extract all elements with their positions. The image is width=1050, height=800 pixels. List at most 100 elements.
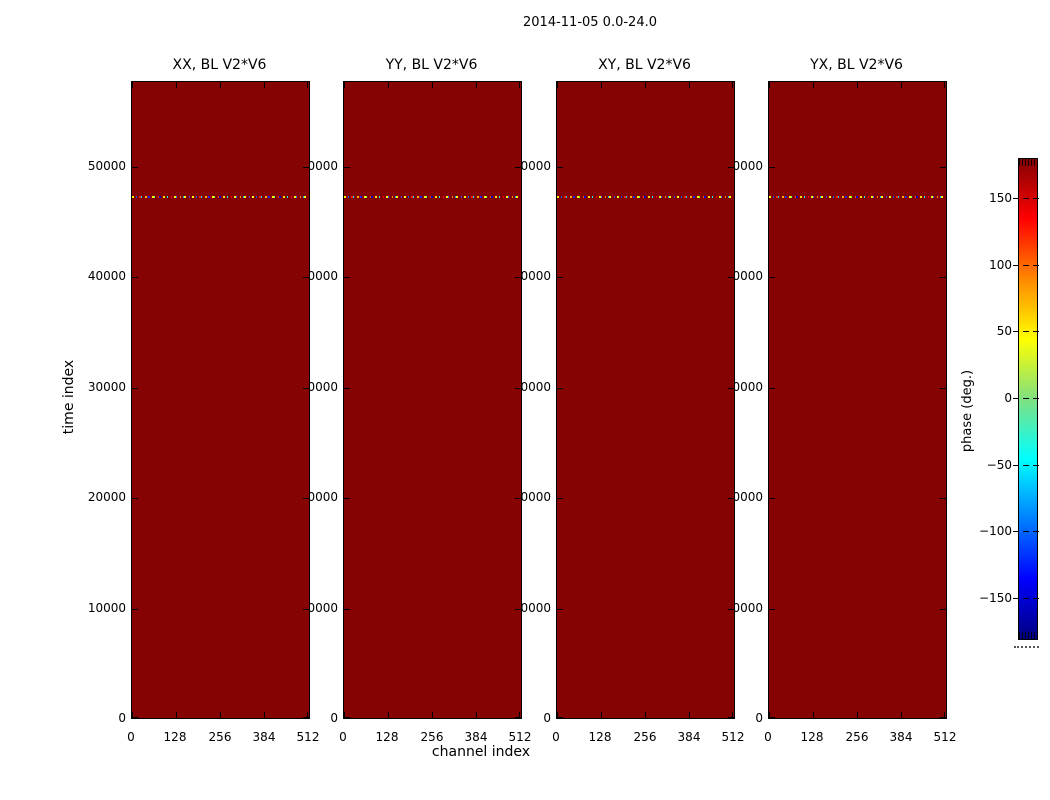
x-tick-mark: [307, 712, 308, 718]
x-tick-mark: [388, 82, 389, 88]
y-tick-mark: [515, 388, 521, 389]
x-tick-mark: [519, 712, 520, 718]
y-tick-mark: [344, 277, 350, 278]
x-tick-mark: [476, 82, 477, 88]
y-tick-mark: [940, 498, 946, 499]
y-tick-label: 0: [330, 711, 338, 725]
y-tick-label: 0: [543, 711, 551, 725]
x-tick-label: 128: [588, 730, 612, 744]
x-tick-mark: [132, 82, 133, 88]
x-tick-mark: [432, 712, 433, 718]
y-tick-mark: [940, 717, 946, 718]
panel-title-2: YY, BL V2*V6: [385, 57, 478, 73]
x-tick-mark: [769, 712, 770, 718]
colorbar-tick-label: 50: [996, 324, 1012, 338]
panel-title-1: XX, BL V2*V6: [172, 57, 267, 73]
noise-row: [344, 196, 521, 198]
y-tick-label: 50000: [512, 159, 551, 173]
y-tick-mark: [769, 388, 775, 389]
y-tick-label: 10000: [87, 601, 126, 615]
colorbar-label: phase (deg.): [960, 369, 975, 453]
y-tick-mark: [303, 609, 309, 610]
y-tick-mark: [344, 388, 350, 389]
x-tick-mark: [601, 82, 602, 88]
y-tick-mark: [769, 277, 775, 278]
y-tick-label: 10000: [512, 601, 551, 615]
x-tick-mark: [476, 712, 477, 718]
x-tick-mark: [432, 82, 433, 88]
x-tick-mark: [901, 712, 902, 718]
heatmap-panel-4: [768, 81, 947, 719]
x-tick-label: 0: [127, 730, 135, 744]
y-tick-mark: [728, 388, 734, 389]
y-tick-mark: [769, 609, 775, 610]
y-tick-mark: [769, 167, 775, 168]
x-tick-mark: [519, 82, 520, 88]
x-tick-label: 256: [633, 730, 657, 744]
y-tick-mark: [728, 498, 734, 499]
x-tick-label: 512: [296, 730, 320, 744]
x-tick-label: 256: [845, 730, 869, 744]
x-tick-mark: [689, 82, 690, 88]
x-tick-mark: [220, 82, 221, 88]
x-tick-mark: [732, 712, 733, 718]
x-tick-mark: [307, 82, 308, 88]
colorbar-tick-label: −100: [979, 524, 1012, 538]
x-tick-label: 0: [552, 730, 560, 744]
y-tick-mark: [940, 609, 946, 610]
y-tick-mark: [515, 717, 521, 718]
x-tick-mark: [176, 712, 177, 718]
x-tick-label: 128: [375, 730, 399, 744]
x-tick-mark: [901, 82, 902, 88]
x-tick-label: 384: [464, 730, 488, 744]
x-tick-label: 0: [339, 730, 347, 744]
y-tick-label: 30000: [512, 380, 551, 394]
x-tick-label: 256: [208, 730, 232, 744]
noise-row: [769, 196, 946, 198]
y-tick-mark: [344, 498, 350, 499]
x-axis-label: channel index: [431, 744, 531, 760]
x-tick-label: 128: [800, 730, 824, 744]
x-tick-mark: [944, 712, 945, 718]
x-tick-mark: [264, 82, 265, 88]
x-tick-mark: [689, 712, 690, 718]
x-tick-mark: [388, 712, 389, 718]
y-tick-mark: [940, 388, 946, 389]
y-tick-mark: [557, 167, 563, 168]
y-tick-mark: [515, 609, 521, 610]
x-tick-label: 384: [889, 730, 913, 744]
x-tick-mark: [857, 712, 858, 718]
y-tick-mark: [940, 167, 946, 168]
y-tick-mark: [132, 609, 138, 610]
y-tick-mark: [728, 277, 734, 278]
colorbar-tick-mark: [1013, 265, 1041, 266]
x-tick-mark: [344, 712, 345, 718]
colorbar: [1018, 158, 1038, 640]
y-axis-label: time index: [61, 359, 77, 435]
panel-title-3: XY, BL V2*V6: [598, 57, 691, 73]
x-tick-mark: [557, 82, 558, 88]
x-tick-mark: [132, 712, 133, 718]
y-tick-mark: [515, 498, 521, 499]
x-tick-mark: [732, 82, 733, 88]
x-tick-mark: [857, 82, 858, 88]
colorbar-tick-label: 0: [1004, 391, 1012, 405]
x-tick-label: 256: [420, 730, 444, 744]
heatmap-panel-1: [131, 81, 310, 719]
heatmap-panel-3: [556, 81, 735, 719]
y-tick-mark: [940, 277, 946, 278]
y-tick-mark: [344, 167, 350, 168]
x-tick-mark: [944, 82, 945, 88]
colorbar-tick-label: 100: [989, 258, 1012, 272]
y-tick-mark: [557, 277, 563, 278]
colorbar-tick-label: 150: [989, 191, 1012, 205]
x-tick-mark: [344, 82, 345, 88]
y-tick-label: 30000: [87, 380, 126, 394]
x-tick-mark: [813, 82, 814, 88]
colorbar-tick-mark: [1013, 598, 1041, 599]
y-tick-mark: [303, 167, 309, 168]
colorbar-tick-mark: [1013, 331, 1041, 332]
y-tick-label: 0: [755, 711, 763, 725]
colorbar-dotted-underline: [1014, 646, 1039, 648]
figure-title: 2014-11-05 0.0-24.0: [523, 15, 657, 30]
